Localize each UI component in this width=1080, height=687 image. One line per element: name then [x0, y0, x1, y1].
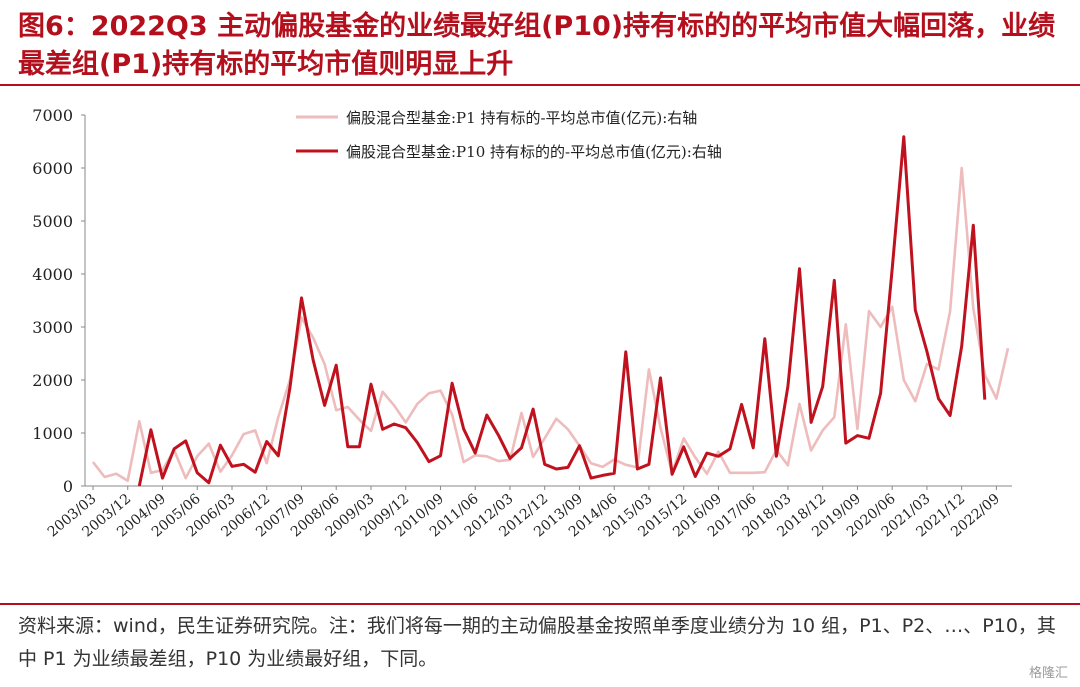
y-tick-label: 2000	[32, 371, 73, 390]
top-divider	[0, 84, 1080, 86]
legend-label-p10: 偏股混合型基金:P10 持有标的的-平均总市值(亿元):右轴	[346, 143, 722, 161]
y-tick-label: 3000	[32, 318, 73, 337]
watermark-logo: 格隆汇	[1028, 666, 1068, 681]
y-tick-label: 4000	[32, 265, 73, 284]
source-note: 资料来源：wind，民生证券研究院。注：我们将每一期的主动偏股基金按照单季度业绩…	[18, 615, 1056, 670]
series-line-p10	[137, 135, 987, 487]
y-tick-label: 1000	[32, 424, 73, 443]
series-line-p1	[91, 166, 1010, 482]
figure-title: 图6：2022Q3 主动偏股基金的业绩最好组(P10)持有标的的平均市值大幅回落…	[18, 11, 1056, 80]
legend-label-p1: 偏股混合型基金:P1 持有标的-平均总市值(亿元):右轴	[346, 109, 697, 127]
bottom-divider	[0, 603, 1080, 605]
y-tick-label: 0	[63, 477, 73, 496]
y-tick-label: 7000	[32, 106, 73, 125]
y-tick-label: 6000	[32, 159, 73, 178]
y-tick-label: 5000	[32, 212, 73, 231]
